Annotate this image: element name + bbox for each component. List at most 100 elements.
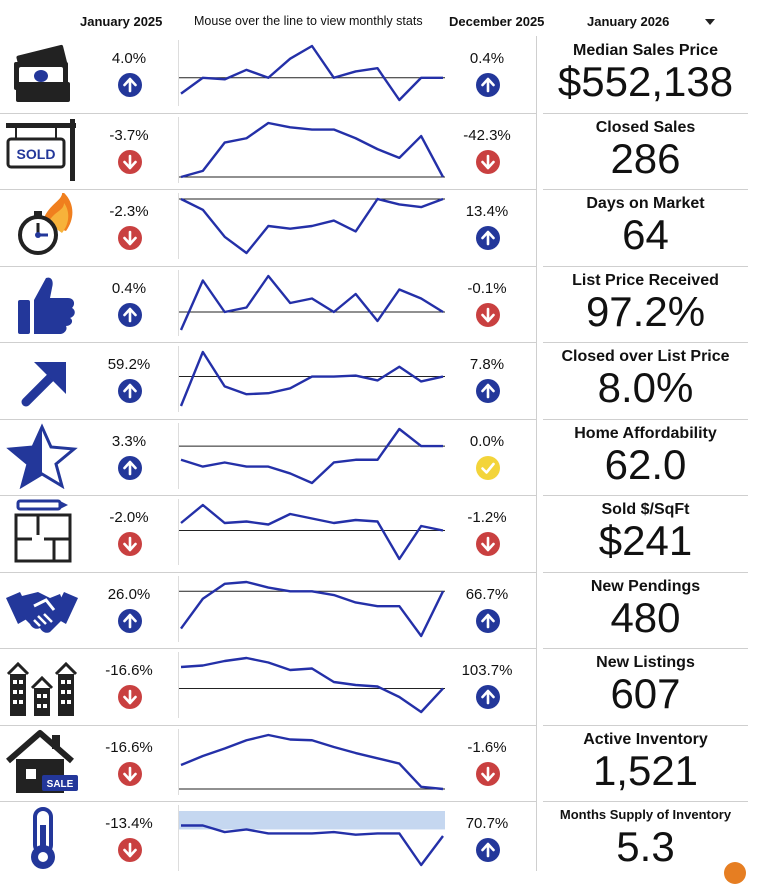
sparkline-line[interactable]	[179, 274, 444, 330]
arrow-down-icon	[476, 302, 500, 327]
yoy-change: -3.7%	[109, 126, 149, 144]
sparkline-svg[interactable]	[179, 346, 445, 412]
column-divider	[536, 36, 537, 871]
sparkline-svg[interactable]	[179, 193, 445, 259]
row-divider	[0, 495, 536, 496]
column-label-prev: December 2025	[449, 14, 545, 29]
row-divider	[0, 724, 536, 726]
mom-change: 70.7%	[465, 815, 509, 832]
metric-row: -2.0% -1.2% Sold $/SqFt $241	[0, 495, 763, 571]
row-divider	[543, 801, 748, 802]
sparkline-line[interactable]	[180, 503, 444, 561]
row-divider	[0, 265, 536, 267]
yoy-change: 0.4%	[111, 279, 147, 297]
sparkline-svg[interactable]	[179, 805, 445, 871]
metric-value: $241	[598, 517, 693, 564]
sparkline[interactable]	[178, 499, 445, 565]
row-divider	[543, 418, 748, 420]
metric-value: 286	[610, 134, 681, 182]
help-badge[interactable]	[724, 862, 746, 884]
sparkline-line[interactable]	[180, 121, 445, 178]
sparkline-svg[interactable]	[179, 576, 445, 642]
yoy-change: 26.0%	[107, 585, 151, 603]
sparkline[interactable]	[178, 346, 445, 412]
row-divider	[0, 571, 536, 573]
month-select[interactable]: January 2026	[587, 14, 670, 29]
sparkline[interactable]	[178, 805, 445, 871]
sparkline-svg[interactable]	[179, 729, 445, 795]
metric-name: Closed Sales	[595, 118, 696, 136]
row-divider	[543, 189, 748, 190]
metric-value: $552,138	[557, 58, 734, 105]
yoy-change: 4.0%	[111, 50, 147, 67]
arrow-up-icon	[476, 379, 500, 403]
arrow-up-icon	[476, 226, 500, 250]
mom-change: 103.7%	[461, 662, 513, 679]
row-divider	[0, 418, 536, 420]
buildings-icon	[4, 652, 80, 718]
sparkline-svg[interactable]	[179, 40, 445, 106]
instruction-text: Mouse over the line to view monthly stat…	[194, 14, 423, 28]
arrow-up-icon	[476, 608, 500, 633]
metric-name: Home Affordability	[574, 424, 717, 442]
sparkline[interactable]	[178, 728, 445, 795]
mom-change: 0.4%	[469, 50, 505, 67]
sparkline[interactable]	[178, 116, 445, 183]
sparkline-line[interactable]	[180, 580, 445, 637]
mom-change: 13.4%	[465, 203, 509, 220]
mom-change: 7.8%	[469, 356, 505, 373]
row-divider	[543, 648, 748, 649]
metric-value: 62.0	[604, 440, 687, 488]
arrow-down-icon	[118, 226, 142, 250]
metric-row: 26.0% 66.7% New Pendings 480	[0, 571, 763, 648]
sparkline-line[interactable]	[180, 44, 443, 102]
row-divider	[0, 801, 536, 802]
arrow-up-icon	[118, 608, 142, 633]
sparkline-line[interactable]	[180, 427, 443, 484]
mom-change: -1.6%	[467, 738, 507, 756]
sparkline-line[interactable]	[179, 350, 444, 407]
chevron-down-icon[interactable]	[705, 19, 715, 25]
sparkline[interactable]	[178, 193, 445, 259]
metric-value: 1,521	[592, 746, 699, 794]
sparkline[interactable]	[178, 40, 445, 106]
metric-name: Months Supply of Inventory	[559, 807, 732, 822]
row-divider	[0, 189, 536, 190]
metric-value: 8.0%	[597, 364, 694, 411]
sparkline-line[interactable]	[180, 733, 444, 790]
thumbs-up-icon	[4, 270, 80, 336]
arrow-down-icon	[118, 838, 142, 862]
sparkline-svg[interactable]	[179, 652, 445, 718]
sparkline-line[interactable]	[181, 824, 444, 867]
arrow-down-icon	[118, 761, 142, 786]
sparkline-svg[interactable]	[179, 270, 445, 336]
money-icon	[4, 40, 80, 106]
metric-row: SALE -16.6% -1.6% Active Inventory 1,521	[0, 724, 763, 801]
sparkline[interactable]	[178, 422, 445, 489]
metric-name: Closed over List Price	[561, 348, 730, 365]
sparkline-svg[interactable]	[179, 423, 445, 489]
sparkline[interactable]	[178, 269, 445, 336]
handshake-icon	[4, 576, 80, 642]
sparkline[interactable]	[178, 575, 445, 642]
arrow-up-icon	[476, 73, 500, 97]
mom-change: -42.3%	[463, 126, 511, 144]
row-divider	[543, 495, 748, 496]
row-divider	[0, 112, 536, 114]
row-divider	[0, 648, 536, 649]
stopwatch-fire-icon	[4, 191, 80, 259]
metric-value: 480	[610, 593, 681, 641]
row-divider	[543, 571, 748, 573]
yoy-change: -2.3%	[109, 203, 149, 220]
arrow-down-icon	[476, 149, 500, 174]
sparkline-svg[interactable]	[179, 117, 445, 183]
sparkline-line[interactable]	[180, 197, 444, 255]
sparkline[interactable]	[178, 652, 445, 718]
metric-row: SOLD -3.7% -42.3% Closed Sales 286	[0, 112, 763, 189]
sparkline-line[interactable]	[180, 656, 444, 714]
yoy-change: -13.4%	[105, 815, 153, 832]
arrow-down-icon	[476, 532, 500, 556]
header-bar: January 2025 Mouse over the line to view…	[0, 0, 763, 36]
metric-row: -16.6% 103.7% New Listings 607	[0, 648, 763, 724]
sparkline-svg[interactable]	[179, 499, 445, 565]
